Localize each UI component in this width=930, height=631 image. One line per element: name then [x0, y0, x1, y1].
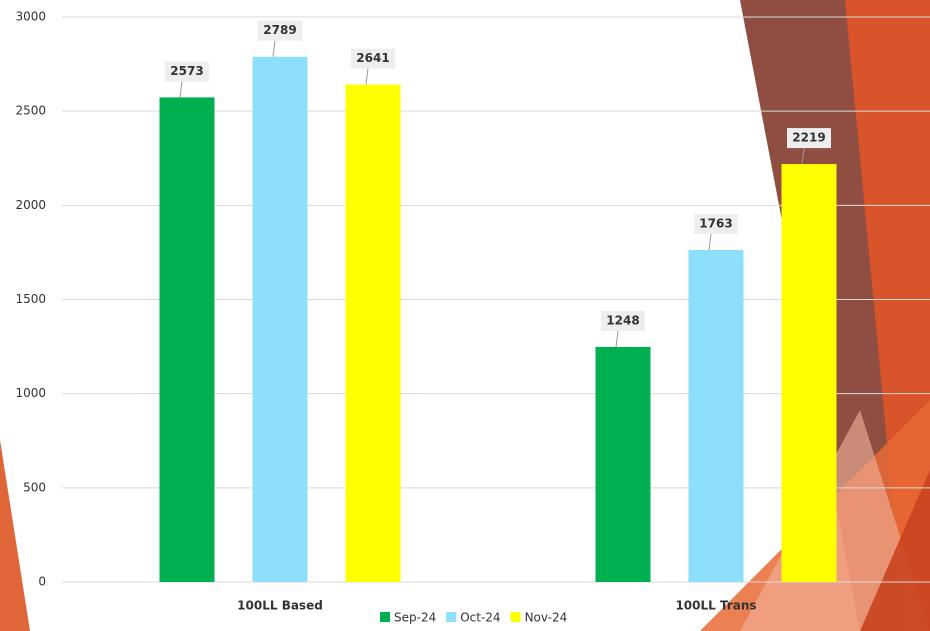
- plot-area: 0 500 1000 1500 2000 2500 3000 100LL Based 100LL…: [15, 10, 930, 613]
- y-tick-label: 1000: [15, 386, 46, 400]
- data-label-box: [351, 48, 395, 69]
- data-label-box: [601, 310, 645, 331]
- data-label: 1248: [606, 313, 639, 327]
- leader-line: [272, 40, 276, 57]
- x-tick-label: 100LL Based: [237, 599, 323, 613]
- bar: [595, 346, 651, 582]
- data-label-box: [787, 128, 831, 149]
- legend-swatch: [510, 612, 521, 622]
- data-label-box: [165, 61, 209, 82]
- legend-swatch: [446, 612, 457, 622]
- y-tick-label: 1500: [15, 292, 46, 306]
- leader-line: [801, 148, 805, 165]
- leader-line: [615, 330, 619, 348]
- data-label-box: [258, 20, 302, 41]
- legend-label: Sep-24: [394, 611, 436, 625]
- data-label: 1763: [699, 216, 732, 230]
- legend: Sep-24 Oct-24 Nov-24: [380, 611, 567, 625]
- data-label-box: [694, 213, 738, 234]
- y-tick-label: 500: [23, 480, 46, 494]
- legend-label: Nov-24: [525, 611, 568, 625]
- y-tick-label: 3000: [15, 10, 46, 24]
- leader-line: [179, 81, 183, 98]
- bar: [688, 249, 744, 583]
- bar: [252, 56, 308, 582]
- leader-line: [365, 68, 369, 85]
- bar: [345, 84, 401, 582]
- data-label: 2641: [356, 51, 389, 65]
- decor-shape: [860, 470, 930, 631]
- bar: [781, 164, 837, 583]
- bar: [159, 97, 215, 582]
- x-tick-label: 100LL Trans: [675, 599, 756, 613]
- decor-shape: [0, 440, 30, 631]
- data-label: 2219: [792, 131, 825, 145]
- legend-label: Oct-24: [460, 611, 500, 625]
- y-tick-label: 2500: [15, 104, 46, 118]
- data-label: 2573: [170, 64, 203, 78]
- legend-swatch: [380, 612, 390, 622]
- leader-line: [708, 233, 712, 251]
- y-tick-label: 2000: [15, 198, 46, 212]
- y-tick-label: 0: [38, 575, 46, 589]
- data-label: 2789: [263, 23, 296, 37]
